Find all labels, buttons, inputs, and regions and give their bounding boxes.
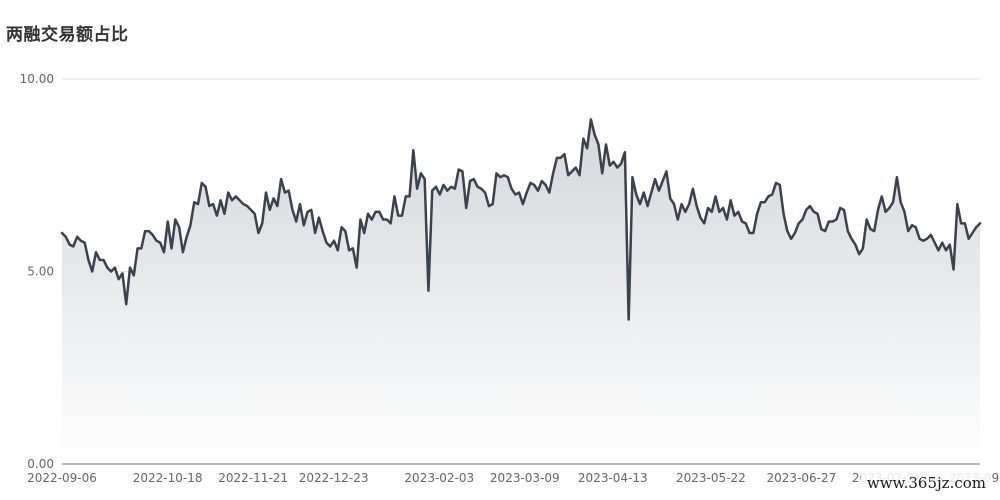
series-area: [62, 119, 980, 465]
area-fill-layer: [62, 119, 980, 465]
series-line-layer: [60, 118, 982, 321]
chart-title: 两融交易额占比: [6, 25, 129, 45]
x-tick-label: 2023-05-22: [676, 471, 746, 485]
series-line: [60, 118, 982, 321]
x-tick-label: 2023-06-27: [767, 471, 837, 485]
x-tick-label: 2022-10-18: [133, 471, 203, 485]
x-tick-label: 2022-09-06: [27, 471, 97, 485]
watermark: www.365jz.com: [860, 472, 992, 494]
x-axis-labels: 2022-09-06 2022-10-18 2022-11-21 2022-12-23…: [27, 471, 1000, 485]
y-tick-label: 0.00: [27, 457, 54, 471]
y-axis-labels: 0.00 5.00 10.00: [20, 72, 54, 471]
x-tick-label: 2023-04-13: [578, 471, 648, 485]
x-tick-label: 2022-12-23: [299, 471, 369, 485]
y-tick-label: 10.00: [20, 72, 54, 86]
y-tick-label: 5.00: [27, 265, 54, 279]
x-tick-label: 2023-02-03: [404, 471, 474, 485]
x-tick-label: 2022-11-21: [218, 471, 288, 485]
x-tick-label: 2023-03-09: [490, 471, 560, 485]
